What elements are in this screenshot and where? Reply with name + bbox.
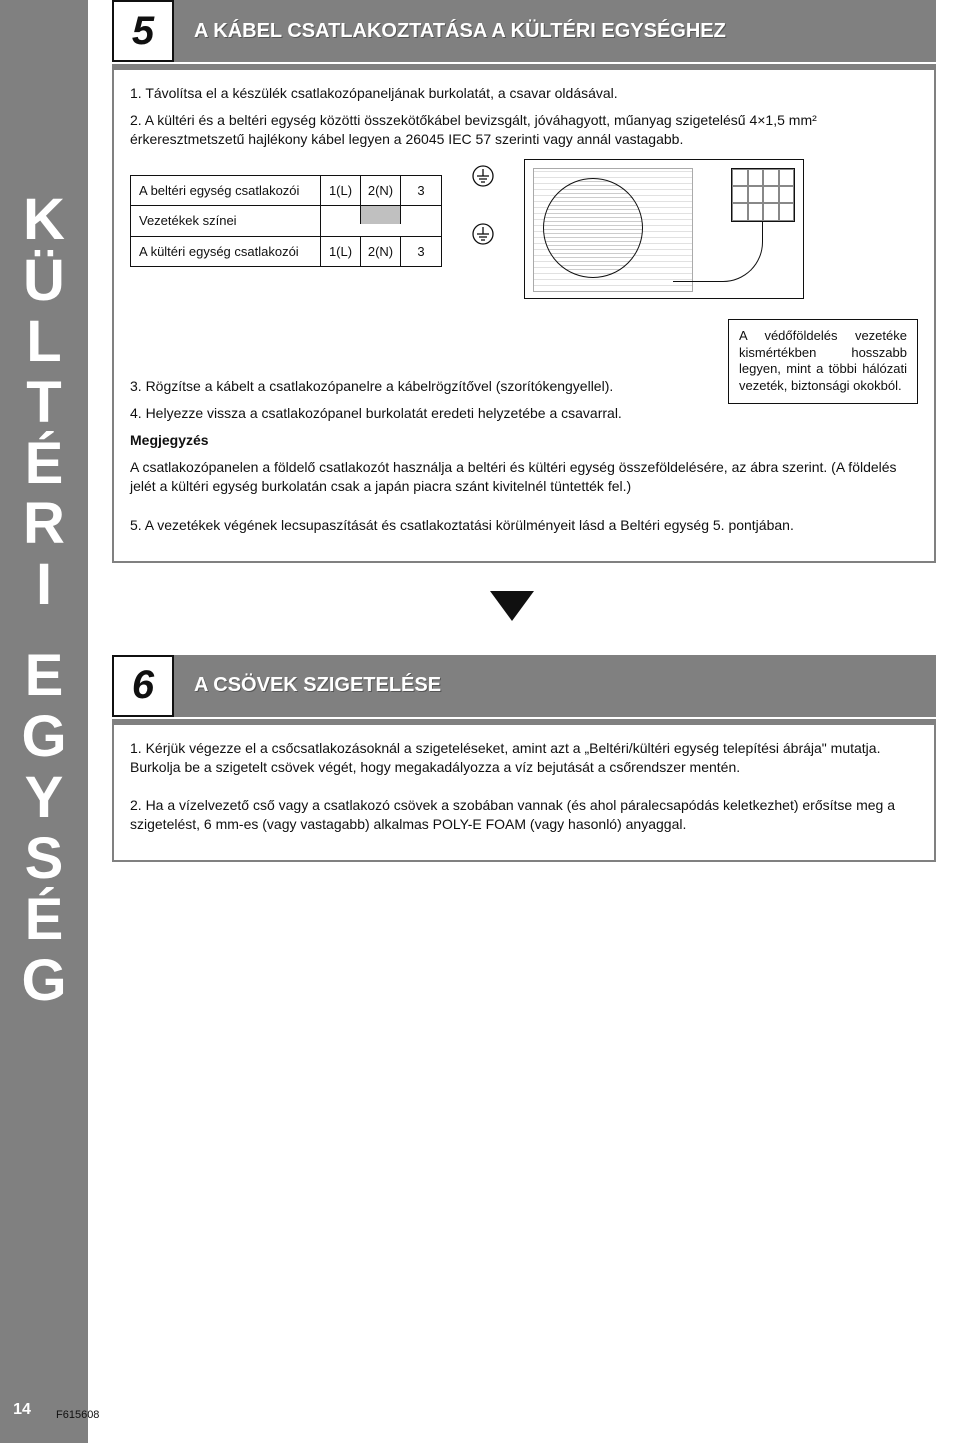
sidebar-vertical-label: K Ü L T É R I E G Y S É G [0,0,88,1443]
step6-header: 6 A CSÖVEK SZIGETELÉSE [88,655,936,717]
step6-body: 1. Kérjük végezze el a csőcsatlakozásokn… [112,719,936,863]
sidebar-letter: K [23,190,65,251]
ground-icon [472,223,494,245]
step6-title: A CSÖVEK SZIGETELÉSE [174,655,936,717]
step5-p2: 2. A kültéri és a beltéri egység közötti… [130,111,918,149]
ground-symbols [472,165,494,245]
sidebar-letter: L [26,312,61,373]
terminal-row-outdoor-label: A kültéri egység csatlakozói [131,237,321,267]
terminal-row-indoor-label: A beltéri egység csatlakozói [131,176,321,206]
step5-body: 1. Távolítsa el a készülék csatlakozópan… [112,64,936,563]
terminal-col: 3 [401,237,441,267]
sidebar-letter: S [25,829,64,890]
step5-number: 5 [112,0,174,62]
step6-p1: 1. Kérjük végezze el a csőcsatlakozásokn… [130,739,918,777]
sidebar-letter: Ü [23,251,65,312]
outdoor-unit-diagram [524,159,804,299]
sidebar-letter: G [21,951,66,1012]
sidebar-letter: I [36,555,52,616]
wire-color-bar [321,206,361,224]
step5-p4: 4. Helyezze vissza a csatlakozópanel bur… [130,404,918,423]
sidebar-letter: G [21,707,66,768]
sidebar-letter: Y [25,768,64,829]
terminal-row-colors-label: Vezetékek színei [131,206,321,236]
step6-number: 6 [112,655,174,717]
ground-icon [472,165,494,187]
wire-color-bar [361,206,401,224]
step6-p2: 2. Ha a vízelvezető cső vagy a csatlakoz… [130,796,918,834]
step5-header: 5 A KÁBEL CSATLAKOZTATÁSA A KÜLTÉRI EGYS… [88,0,936,62]
fan-circle [543,178,643,278]
document-code: F615608 [56,1409,99,1421]
terminal-col: 2(N) [361,176,401,206]
terminal-col: 3 [401,176,441,206]
page-number: 14 [0,1395,44,1425]
sidebar-letter: E [25,646,64,707]
terminal-col: 2(N) [361,237,401,267]
terminal-col: 1(L) [321,176,361,206]
step5-p3: 3. Rögzítse a kábelt a csatlakozópanelre… [130,377,708,396]
wire-color-bar [401,206,441,224]
step5-title: A KÁBEL CSATLAKOZTATÁSA A KÜLTÉRI EGYSÉG… [174,0,936,62]
sidebar-letter: T [26,373,61,434]
sidebar-letter: R [23,494,65,555]
step5-note-heading: Megjegyzés [130,431,918,450]
step5-p5: 5. A vezetékek végének lecsupaszítását é… [130,516,918,535]
terminal-block [731,168,795,222]
step5-note-text: A csatlakozópanelen a földelő csatlakozó… [130,458,918,496]
terminal-table: A beltéri egység csatlakozói 1(L) 2(N) 3… [130,175,442,268]
step5-p1: 1. Távolítsa el a készülék csatlakozópan… [130,84,918,103]
sidebar-letter: É [25,890,64,951]
ground-wire-note: A védőföldelés vezetéke kismértékben hos… [728,319,918,405]
continue-arrow-icon [490,591,534,621]
terminal-col: 1(L) [321,237,361,267]
connecting-wire [673,222,763,282]
sidebar-letter: É [25,434,64,495]
